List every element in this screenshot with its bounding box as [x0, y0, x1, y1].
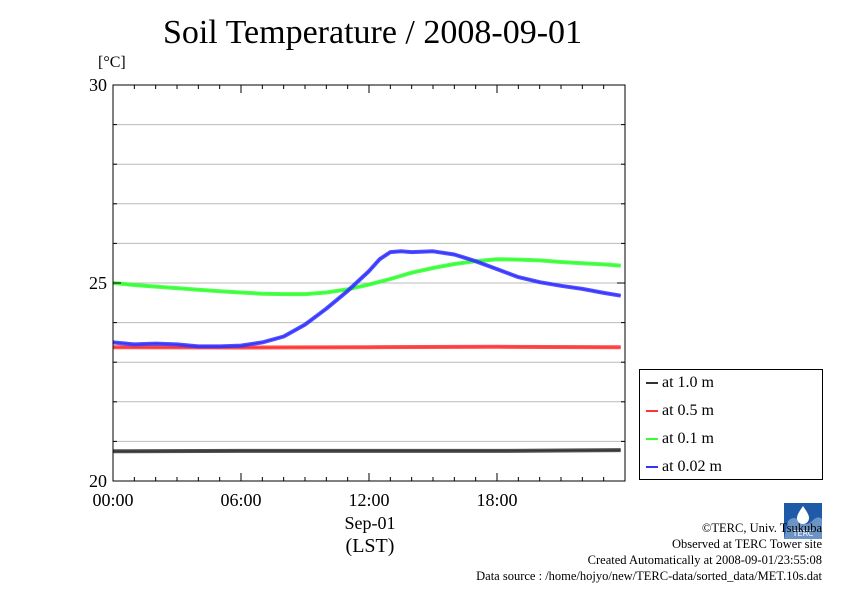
series-core-3 — [112, 250, 621, 347]
legend-swatch-05m — [646, 410, 658, 412]
x-tick-label: 12:00 — [348, 490, 389, 510]
axis-ticks: 20 25 30 00:00 06:00 12:00 18:00 — [89, 75, 626, 510]
legend-item: at 0.5 m — [646, 400, 714, 422]
legend-item: at 0.02 m — [646, 456, 722, 478]
legend-item: at 0.1 m — [646, 428, 714, 450]
legend-label: at 0.02 m — [662, 458, 722, 475]
x-tick-label: 18:00 — [476, 490, 517, 510]
series-core-2 — [112, 258, 621, 295]
site-text: Observed at TERC Tower site — [671, 537, 822, 551]
legend-label: at 0.1 m — [662, 430, 714, 447]
chart-title: Soil Temperature / 2008-09-01 — [162, 14, 583, 51]
y-tick-label: 30 — [89, 75, 107, 95]
series-line-3 — [112, 249, 622, 349]
terc-logo-icon: TERC — [784, 503, 822, 539]
series-core-0 — [112, 449, 621, 452]
logo-text: TERC — [792, 529, 814, 538]
created-text: Created Automatically at 2008-09-01/23:5… — [587, 553, 822, 567]
y-axis-unit: [°C] — [98, 54, 126, 71]
x-axis-date-label: Sep-01 — [344, 513, 396, 533]
y-tick-label: 20 — [89, 471, 107, 491]
x-tick-label: 06:00 — [220, 490, 261, 510]
x-axis-timezone-label: (LST) — [345, 535, 395, 557]
legend-label: at 0.5 m — [662, 402, 714, 419]
y-tick-label: 25 — [89, 273, 107, 293]
legend-label: at 1.0 m — [662, 374, 714, 391]
legend-swatch-01m — [646, 438, 658, 440]
series-group — [112, 249, 622, 454]
legend-item: at 1.0 m — [646, 372, 714, 394]
legend: at 1.0 m at 0.5 m at 0.1 m at 0.02 m — [639, 369, 823, 480]
x-tick-label: 00:00 — [92, 490, 133, 510]
credits-block: ©TERC, Univ. Tsukuba Observed at TERC To… — [476, 520, 822, 584]
legend-swatch-1m — [646, 382, 658, 384]
copyright-text: ©TERC, Univ. Tsukuba — [701, 521, 822, 535]
legend-swatch-002m — [646, 466, 658, 468]
source-text: Data source : /home/hojyo/new/TERC-data/… — [476, 569, 822, 583]
